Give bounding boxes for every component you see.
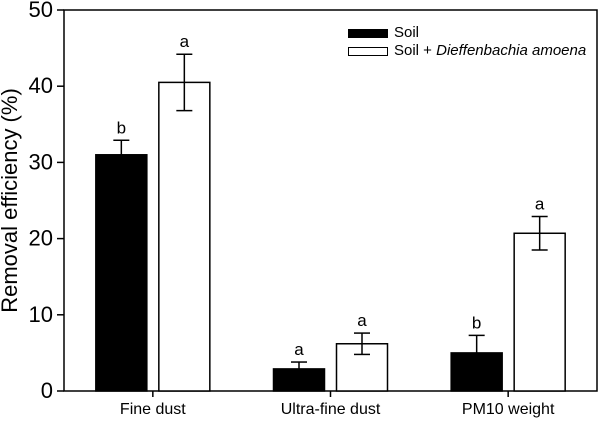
sig-letter-soil-pm10-weight: a bbox=[535, 195, 545, 214]
sig-letter-soilultra-fine-dust: a bbox=[294, 340, 304, 359]
x-tick-label-fine-dust: Fine dust bbox=[120, 401, 186, 418]
sig-letter-soil-ultra-fine-dust: a bbox=[357, 311, 367, 330]
x-tick-label-ultra-fine-dust: Ultra-fine dust bbox=[281, 401, 381, 418]
sig-letter-soilpm10-weight: b bbox=[472, 313, 481, 332]
legend-item-soil-plant: Soil + Dieffenbachia amoena bbox=[348, 42, 586, 60]
sig-letter-soilfine-dust: b bbox=[117, 118, 126, 137]
y-tick-label-10: 10 bbox=[29, 302, 53, 327]
bar-soil-fine-dust bbox=[158, 81, 211, 392]
legend: Soil Soil + Dieffenbachia amoena bbox=[348, 24, 586, 60]
y-tick-label-50: 50 bbox=[29, 0, 53, 22]
sig-letter-soil-fine-dust: a bbox=[180, 32, 190, 51]
legend-swatch-soil-plant bbox=[348, 46, 388, 56]
x-tick-label-pm10-weight: PM10 weight bbox=[462, 401, 555, 418]
legend-item-soil: Soil bbox=[348, 24, 586, 42]
y-tick-label-40: 40 bbox=[29, 73, 53, 98]
legend-swatch-soil bbox=[348, 28, 388, 38]
y-tick-label-20: 20 bbox=[29, 226, 53, 251]
bar-soilfine-dust bbox=[95, 154, 148, 392]
y-axis-title: Removal efficiency (%) bbox=[0, 88, 22, 313]
legend-label-soil: Soil bbox=[394, 24, 420, 41]
legend-label-soil-plant: Soil + Dieffenbachia amoena bbox=[394, 42, 587, 59]
y-tick-label-30: 30 bbox=[29, 149, 53, 174]
y-tick-label-0: 0 bbox=[41, 378, 53, 403]
bar-soil-pm10-weight bbox=[513, 232, 566, 392]
